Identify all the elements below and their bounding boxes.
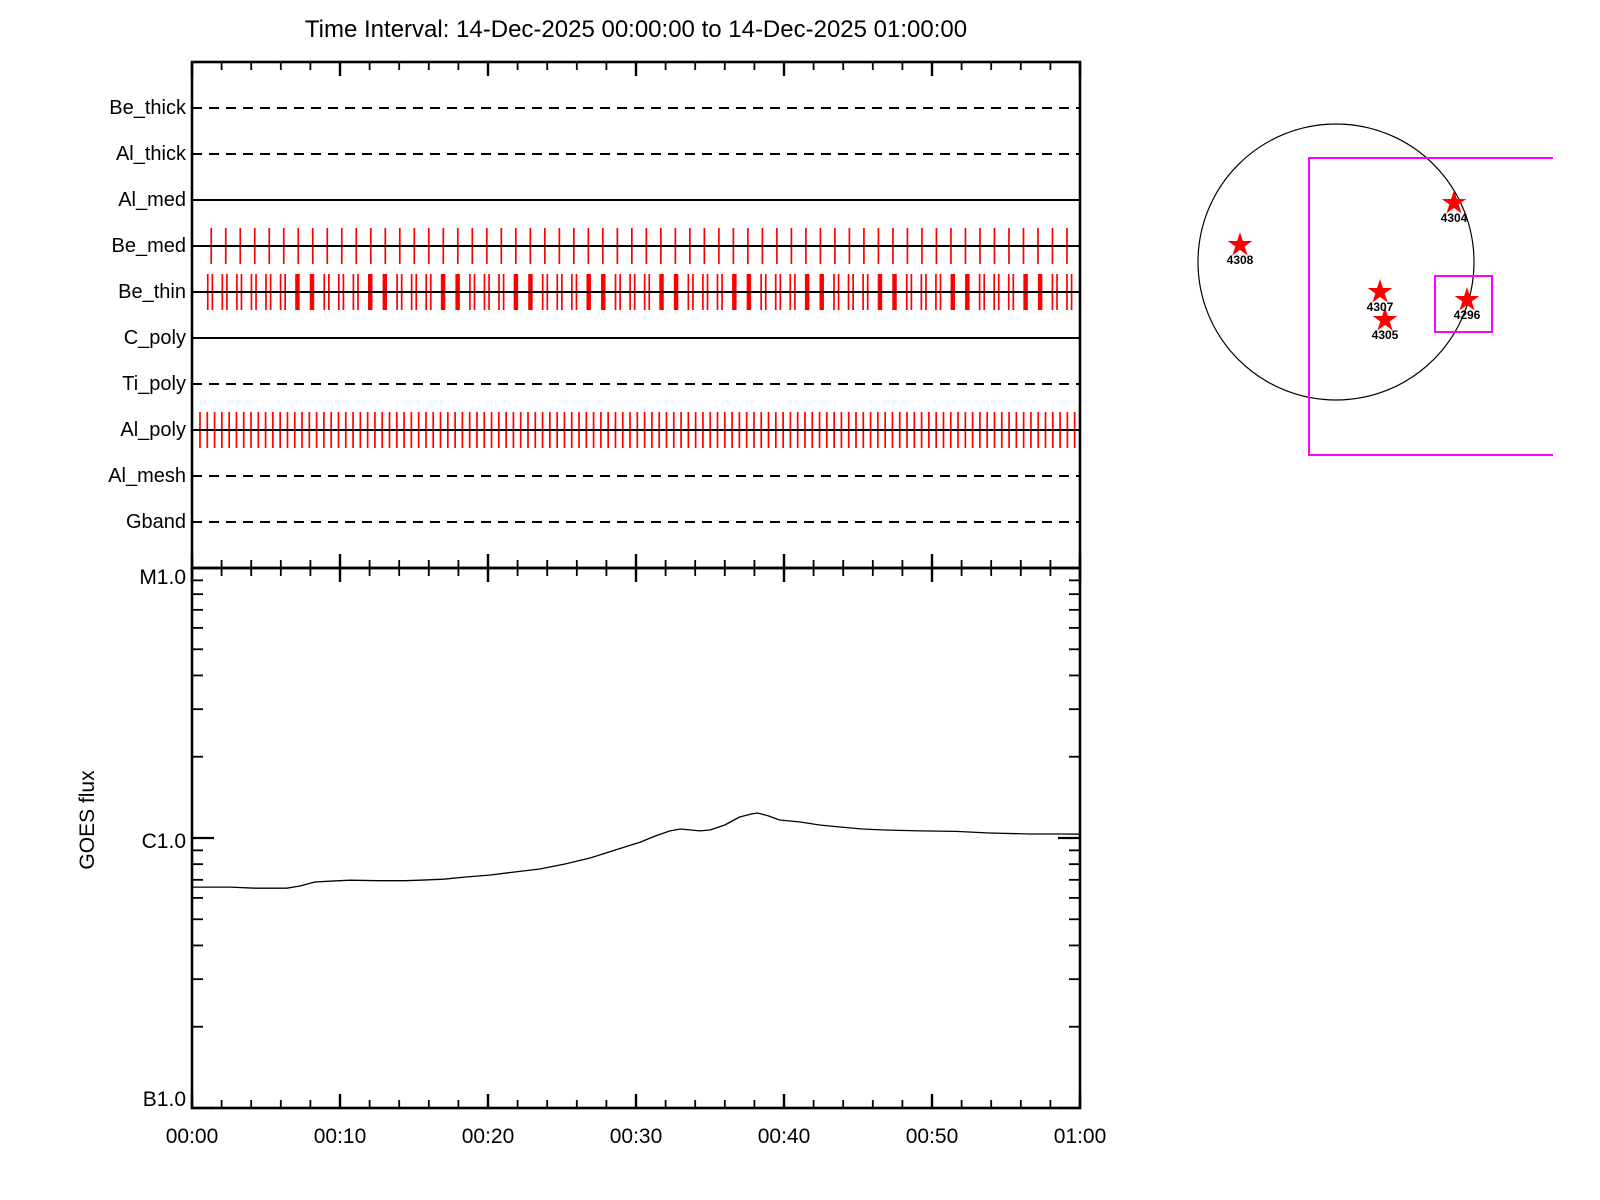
page-title: Time Interval: 14-Dec-2025 00:00:00 to 1… [304,16,968,43]
solar-limb-circle [1197,123,1475,401]
filter-label-al-poly: Al_poly [120,419,186,441]
filter-label-al-mesh: Al_mesh [108,465,186,487]
time-xtick-4: 00:40 [757,1125,811,1148]
timeline-panel-border [190,60,1082,570]
time-xtick-6: 01:00 [1053,1125,1107,1148]
time-xtick-5: 00:50 [905,1125,959,1148]
filter-line-Al_poly [192,412,1080,448]
time-xtick-1: 00:10 [313,1125,367,1148]
filter-label-be-thick: Be_thick [109,97,186,119]
timeline-panel [190,60,1082,582]
fov-rect-large [1308,157,1553,456]
filter-label-ti-poly: Ti_poly [122,373,186,395]
filter-label-c-poly: C_poly [123,327,186,349]
filter-label-be-thin: Be_thin [118,281,186,303]
goes-flux-axis-label: GOES flux [76,770,99,870]
sun-map [1197,123,1553,456]
fov-rect-small [1434,275,1493,333]
time-xtick-0: 00:00 [165,1125,219,1148]
goes-ytick-c1: C1.0 [141,830,186,853]
active-region-star-4305 [1372,307,1398,331]
filter-label-be-med: Be_med [111,235,187,257]
active-region-star-4307 [1367,279,1393,303]
active-region-star-4308 [1227,232,1253,256]
active-region-label-4307: 4307 [1366,300,1394,314]
active-region-label-4305: 4305 [1371,328,1399,342]
active-region-label-4304: 4304 [1440,211,1468,225]
filter-label-al-med: Al_med [118,189,186,211]
goes-flux-curve [192,812,1081,889]
filter-line-Be_thin [192,274,1080,310]
active-region-star-4296 [1454,287,1480,311]
goes-panel [190,566,1082,1110]
time-xtick-2: 00:20 [461,1125,515,1148]
goes-log-ticks [192,566,1080,1110]
time-axis-ticks-top [190,62,1082,76]
filter-line-Be_med [192,228,1080,264]
active-region-label-4308: 4308 [1226,253,1254,267]
filter-label-gband: Gband [125,511,186,533]
active-region-star-4304 [1441,190,1467,214]
time-axis-ticks-bottom [190,1094,1082,1108]
active-region-label-4296: 4296 [1453,308,1481,322]
goes-panel-border [190,566,1082,1110]
time-xtick-3: 00:30 [609,1125,663,1148]
goes-ytick-m1: M1.0 [139,566,186,589]
filter-label-al-thick: Al_thick [115,143,186,165]
goes-ytick-b1: B1.0 [142,1088,186,1111]
